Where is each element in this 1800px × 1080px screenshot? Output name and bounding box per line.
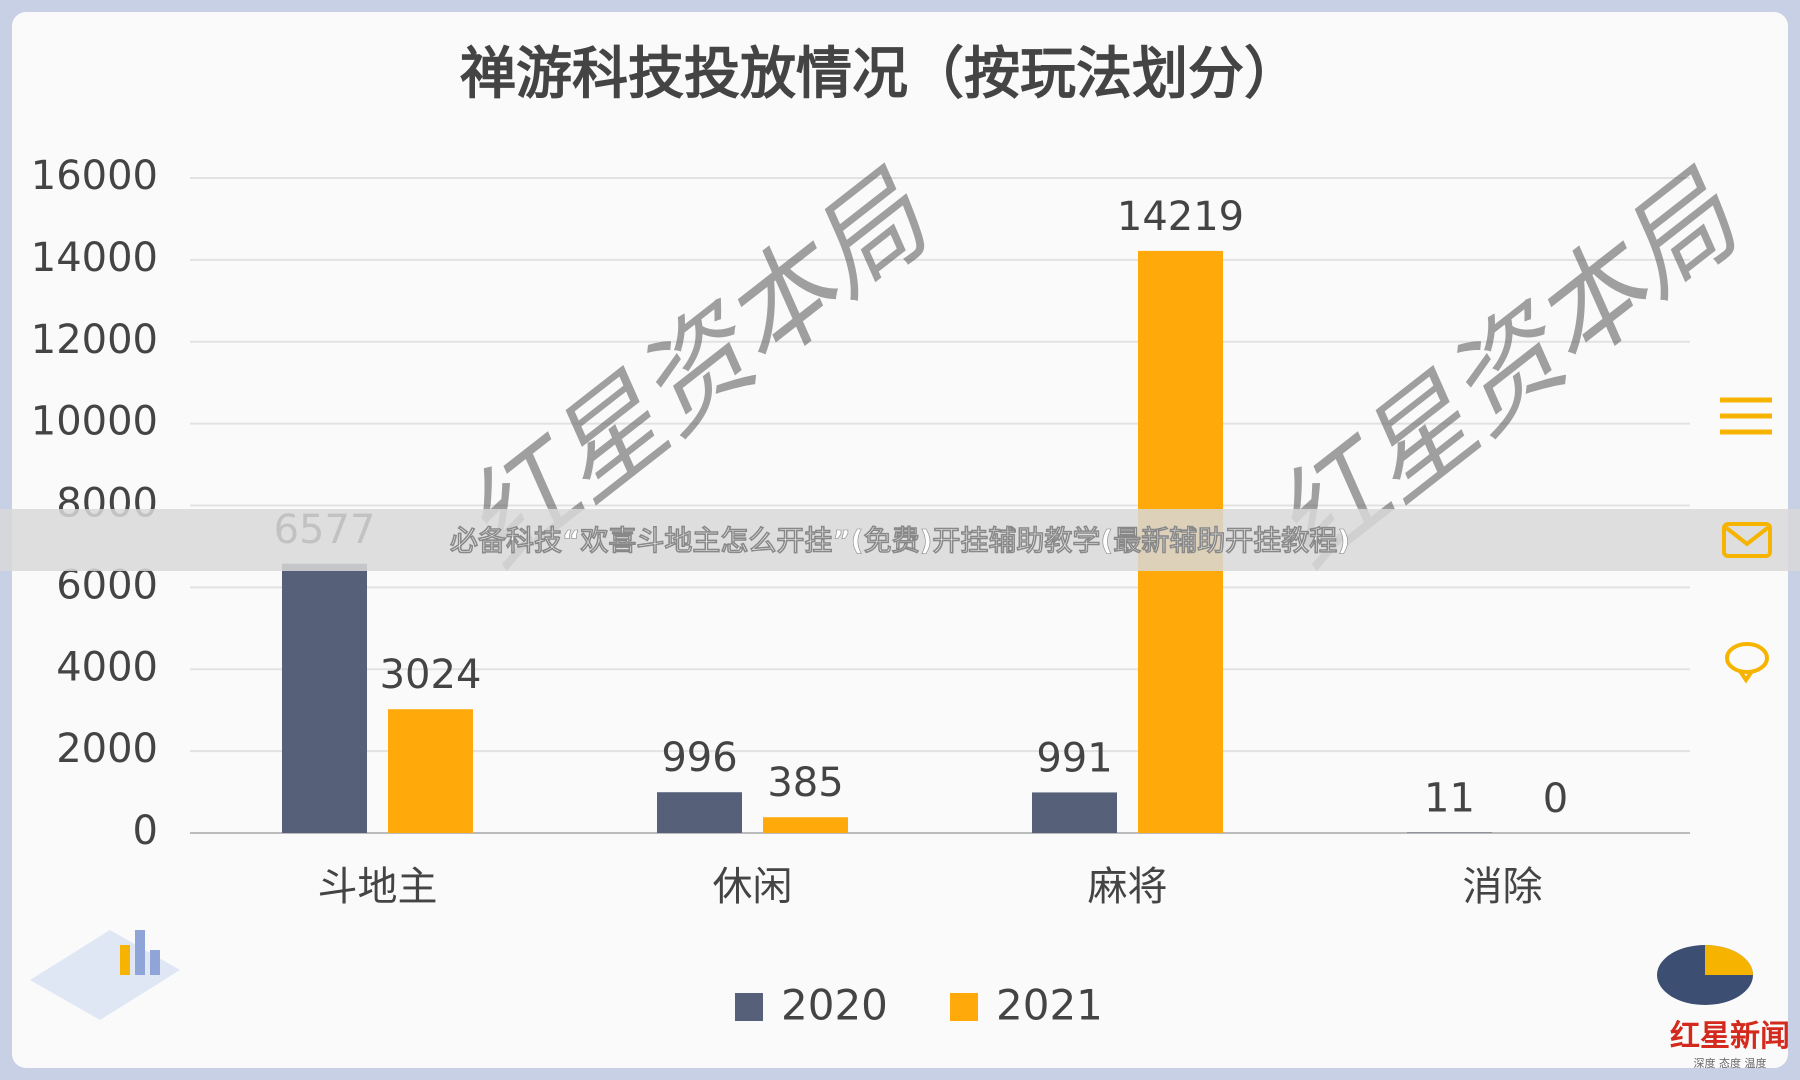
x-tick-label: 麻将 (1088, 864, 1168, 910)
chat-icon[interactable] (1725, 642, 1769, 684)
value-label: 991 (1036, 735, 1112, 781)
value-label: 11 (1424, 776, 1475, 822)
legend-label: 2021 (996, 981, 1103, 1030)
bar (763, 817, 848, 833)
logo-tagline: 深度 态度 温度 (1694, 1056, 1767, 1070)
value-label: 3024 (380, 652, 482, 698)
chart-title: 禅游科技投放情况（按玩法划分） (460, 42, 1300, 107)
y-tick-label: 14000 (31, 235, 158, 281)
x-tick-label: 休闲 (713, 864, 793, 910)
value-label: 14219 (1117, 194, 1244, 240)
legend-swatch (735, 993, 763, 1021)
y-tick-label: 4000 (56, 644, 158, 690)
legend-label: 2020 (781, 981, 888, 1030)
y-tick-label: 2000 (56, 726, 158, 772)
bar (657, 792, 742, 833)
bar (1032, 792, 1117, 833)
x-tick-label: 斗地主 (318, 864, 438, 910)
value-label: 385 (767, 760, 843, 806)
decor-illustration (30, 930, 1753, 1020)
y-tick-label: 10000 (31, 399, 158, 445)
menu-icon[interactable] (1720, 397, 1772, 435)
value-label: 0 (1543, 776, 1568, 822)
banner-text: 必备科技“欢喜斗地主怎么开挂”(免费)开挂辅助教学(最新辅助开挂教程) (450, 524, 1350, 557)
value-label: 996 (661, 735, 737, 781)
banner (0, 509, 1800, 571)
legend-swatch (950, 993, 978, 1021)
bar (388, 709, 473, 833)
mail-icon[interactable] (1722, 522, 1772, 558)
y-tick-label: 0 (133, 808, 158, 854)
y-tick-label: 16000 (31, 153, 158, 199)
y-tick-label: 12000 (31, 317, 158, 363)
plot: 0200040006000800010000120001400016000斗地主… (31, 153, 1690, 1030)
x-tick-label: 消除 (1463, 864, 1543, 910)
bar (282, 563, 367, 833)
logo-name: 红星新闻 (1670, 1019, 1790, 1054)
